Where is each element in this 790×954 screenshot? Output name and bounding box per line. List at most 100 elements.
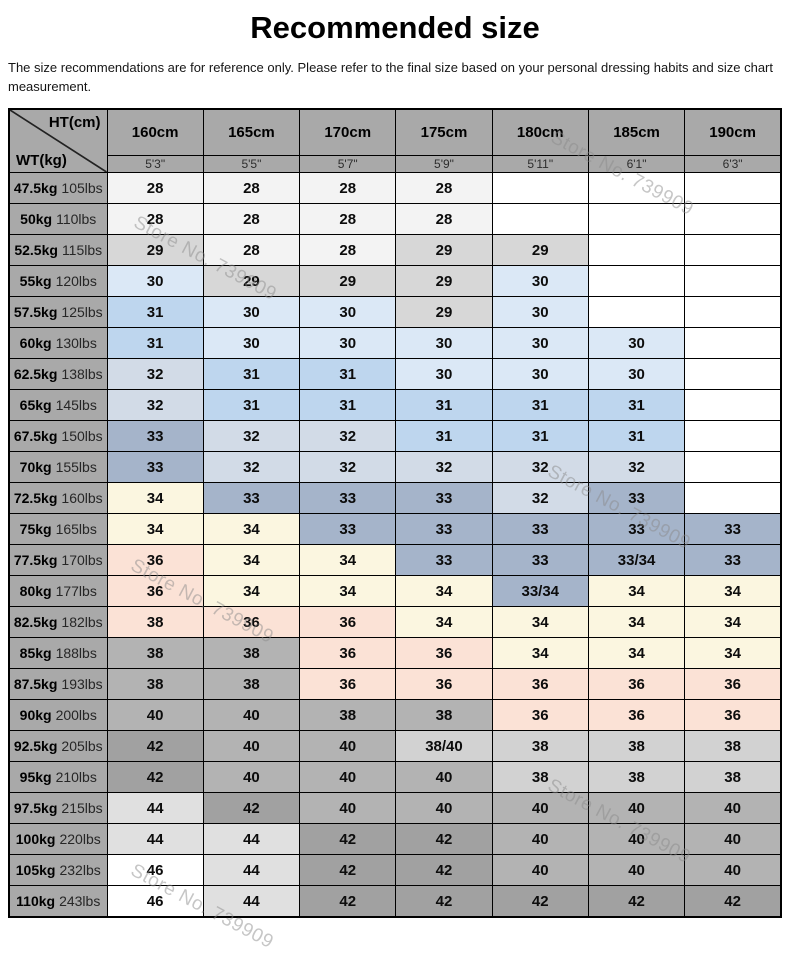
- size-cell: 32: [106, 389, 204, 421]
- size-cell: 40: [587, 792, 686, 824]
- table-row: 105kg 232lbs 46 44 42 42 40 40 40: [8, 854, 782, 886]
- size-cell: 32: [491, 451, 589, 483]
- size-cell: 40: [684, 854, 782, 886]
- size-cell: 33/34: [491, 575, 589, 607]
- size-cell: 32: [491, 482, 589, 514]
- header-row-ft: 5'3" 5'5" 5'7" 5'9" 5'11" 6'1" 6'3": [9, 155, 782, 173]
- row-label: 57.5kg 125lbs: [8, 296, 108, 328]
- row-label: 55kg 120lbs: [8, 265, 108, 297]
- size-cell: 33: [587, 482, 686, 514]
- size-cell: 30: [395, 358, 493, 390]
- weight-lbs: 155lbs: [55, 459, 97, 475]
- size-cell: 31: [106, 327, 204, 359]
- size-cell: 33: [587, 513, 686, 545]
- weight-lbs: 165lbs: [55, 521, 97, 537]
- size-cell: 28: [395, 203, 493, 235]
- size-cell: 29: [395, 234, 493, 266]
- col-header-ft: 5'5": [202, 155, 301, 173]
- size-cell: 31: [587, 420, 686, 452]
- size-cell: [491, 203, 589, 235]
- table-row: 85kg 188lbs 38 38 36 36 34 34 34: [8, 637, 782, 669]
- weight-kg: 55kg: [19, 273, 52, 289]
- table-row: 65kg 145lbs 32 31 31 31 31 31: [8, 389, 782, 421]
- size-cell: 32: [202, 451, 301, 483]
- table-row: 52.5kg 115lbs 29 28 28 29 29: [8, 234, 782, 266]
- size-cell: 40: [299, 792, 397, 824]
- size-cell: 38: [106, 606, 204, 638]
- size-cell: 30: [491, 358, 589, 390]
- row-label: 60kg 130lbs: [8, 327, 108, 359]
- row-label: 97.5kg 215lbs: [8, 792, 108, 824]
- size-cell: 28: [299, 172, 397, 204]
- size-cell: 38: [395, 699, 493, 731]
- size-cell: [587, 265, 686, 297]
- row-label: 47.5kg 105lbs: [8, 172, 108, 204]
- size-cell: 36: [684, 668, 782, 700]
- size-cell: 34: [587, 637, 686, 669]
- row-label: 90kg 200lbs: [8, 699, 108, 731]
- size-cell: 38: [684, 761, 782, 793]
- size-cell: 29: [299, 265, 397, 297]
- weight-lbs: 170lbs: [61, 552, 103, 568]
- row-label: 87.5kg 193lbs: [8, 668, 108, 700]
- row-label: 75kg 165lbs: [8, 513, 108, 545]
- size-cell: 31: [491, 389, 589, 421]
- weight-kg: 100kg: [15, 831, 56, 847]
- size-cell: 38: [106, 637, 204, 669]
- weight-kg: 52.5kg: [14, 242, 58, 258]
- size-cell: 30: [491, 327, 589, 359]
- row-label: 105kg 232lbs: [8, 854, 108, 886]
- size-cell: 40: [299, 730, 397, 762]
- size-cell: 30: [491, 296, 589, 328]
- table-row: 55kg 120lbs 30 29 29 29 30: [8, 265, 782, 297]
- size-cell: 34: [684, 637, 782, 669]
- weight-lbs: 220lbs: [59, 831, 101, 847]
- size-cell: 33: [106, 420, 204, 452]
- size-cell: 34: [299, 544, 397, 576]
- size-cell: 40: [491, 854, 589, 886]
- row-label: 85kg 188lbs: [8, 637, 108, 669]
- weight-lbs: 145lbs: [55, 397, 97, 413]
- size-cell: 36: [299, 637, 397, 669]
- weight-lbs: 193lbs: [61, 676, 103, 692]
- size-cell: 28: [299, 234, 397, 266]
- table-row: 67.5kg 150lbs 33 32 32 31 31 31: [8, 420, 782, 452]
- size-cell: 42: [395, 854, 493, 886]
- size-cell: 34: [395, 575, 493, 607]
- size-cell: 31: [202, 389, 301, 421]
- weight-kg: 62.5kg: [13, 366, 58, 382]
- table-row: 60kg 130lbs 31 30 30 30 30 30: [8, 327, 782, 359]
- size-cell: 34: [202, 575, 301, 607]
- size-cell: 33: [202, 482, 301, 514]
- size-cell: 36: [106, 544, 204, 576]
- table-row: 77.5kg 170lbs 36 34 34 33 33 33/34 33: [8, 544, 782, 576]
- size-cell: 29: [491, 234, 589, 266]
- size-cell: 40: [587, 823, 686, 855]
- table-row: 97.5kg 215lbs 44 42 40 40 40 40 40: [8, 792, 782, 824]
- size-cell: 42: [202, 792, 301, 824]
- col-header-ft: 6'3": [684, 155, 782, 173]
- size-cell: 30: [395, 327, 493, 359]
- header-row-cm: HT(cm) WT(kg) 160cm 165cm 170cm 175cm 180cm 1…: [8, 108, 782, 173]
- size-cell: [587, 172, 686, 204]
- table-row: 80kg 177lbs 36 34 34 34 33/34 34 34: [8, 575, 782, 607]
- weight-kg: 85kg: [19, 645, 52, 661]
- size-cell: 32: [202, 420, 301, 452]
- table-row: 70kg 155lbs 33 32 32 32 32 32: [8, 451, 782, 483]
- size-cell: 32: [395, 451, 493, 483]
- size-cell: 44: [202, 854, 301, 886]
- size-cell: 38: [299, 699, 397, 731]
- size-cell: 44: [106, 792, 204, 824]
- size-cell: 36: [684, 699, 782, 731]
- size-cell: 28: [202, 172, 301, 204]
- size-cell: 31: [587, 389, 686, 421]
- weight-lbs: 232lbs: [59, 862, 101, 878]
- size-cell: 36: [202, 606, 301, 638]
- row-label: 92.5kg 205lbs: [8, 730, 108, 762]
- weight-kg: 82.5kg: [13, 614, 58, 630]
- size-cell: 42: [299, 885, 397, 918]
- weight-kg: 50kg: [20, 211, 53, 227]
- weight-lbs: 120lbs: [55, 273, 97, 289]
- col-header-cm: 160cm: [106, 108, 204, 156]
- size-cell: [587, 296, 686, 328]
